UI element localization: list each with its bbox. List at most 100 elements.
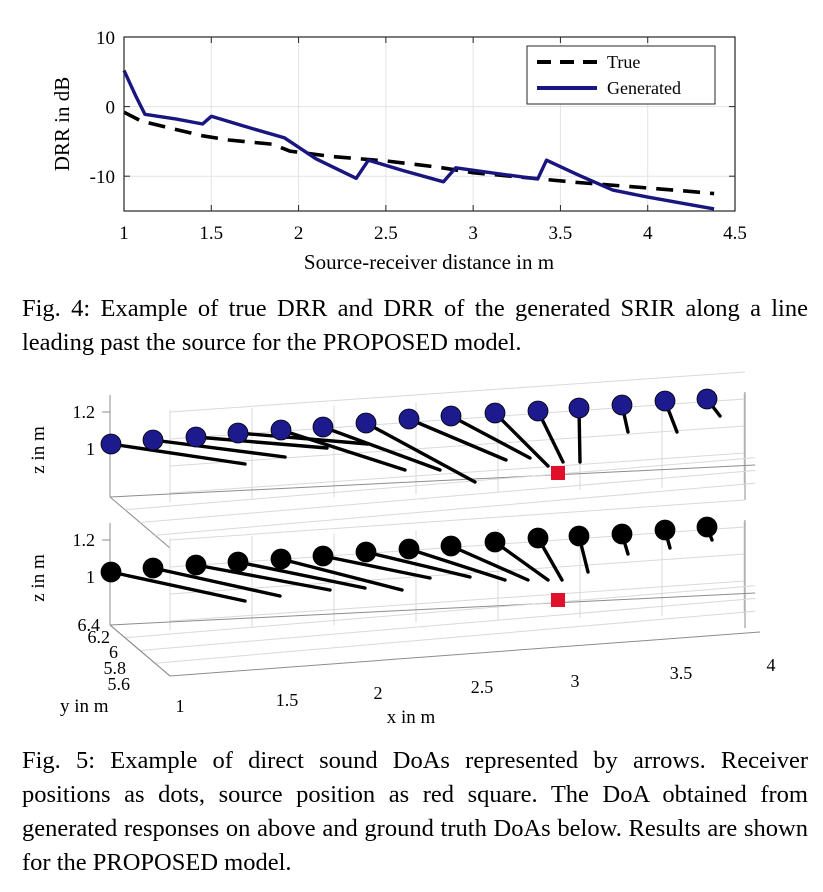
doa-arrow bbox=[407, 547, 507, 582]
doa-arrow bbox=[279, 557, 404, 592]
receiver-dot bbox=[440, 405, 462, 427]
y-tick-label: -10 bbox=[90, 167, 115, 188]
floor-gridline bbox=[139, 598, 756, 651]
y-tick-label: 5.8 bbox=[104, 658, 127, 678]
doa-tick-labels: 1.2 1 1.2 1 1 1.5 2 2.5 3 3.5 4 5.65.866.26.4 bbox=[73, 402, 776, 716]
figure-5-caption: Fig. 5: Example of direct sound DoAs rep… bbox=[22, 747, 808, 876]
doa-arrow bbox=[109, 442, 247, 466]
x-tick-label: 4 bbox=[767, 655, 776, 675]
drr-y-tick-labels: 10 0 -10 bbox=[90, 28, 115, 188]
doa-receiver-dots bbox=[100, 388, 718, 583]
receiver-dot bbox=[654, 390, 676, 412]
doa-arrow bbox=[151, 566, 282, 598]
doa-arrow bbox=[407, 417, 508, 462]
doa-arrow bbox=[279, 428, 407, 472]
receiver-dot bbox=[484, 531, 506, 553]
doa-arrow bbox=[449, 544, 530, 582]
receiver-dot bbox=[654, 519, 676, 541]
receiver-dot bbox=[142, 557, 164, 579]
y-axis-line bbox=[109, 624, 171, 677]
x-axis-label: x in m bbox=[387, 707, 436, 728]
drr-chart: 1 1.5 2 2.5 3 3.5 4 4.5 10 0 -10 Source-receiver … bbox=[50, 28, 747, 274]
receiver-dot bbox=[312, 416, 334, 438]
y-tick-label: 6.4 bbox=[78, 615, 101, 635]
receiver-dot bbox=[227, 422, 249, 444]
doa-arrow bbox=[236, 560, 367, 590]
series-line-generated bbox=[122, 69, 715, 211]
x-tick-label: 3.5 bbox=[549, 223, 573, 244]
x-axis-line bbox=[169, 631, 761, 677]
receiver-dot bbox=[527, 527, 549, 549]
floor-gridline bbox=[154, 610, 756, 664]
receiver-dot bbox=[440, 535, 462, 557]
x-tick-label: 3 bbox=[468, 223, 478, 244]
receiver-dot bbox=[100, 433, 122, 455]
y-axis-label: y in m bbox=[60, 696, 109, 717]
floor-gridline bbox=[124, 457, 756, 511]
receiver-dot bbox=[100, 561, 122, 583]
doa-arrow bbox=[321, 425, 442, 472]
receiver-dot bbox=[142, 429, 164, 451]
legend-entry-true: True bbox=[607, 52, 640, 72]
doa-arrow bbox=[449, 414, 532, 460]
y-tick-label: 0 bbox=[106, 98, 116, 119]
x-tick-label: 4 bbox=[643, 223, 653, 244]
drr-series-lines bbox=[122, 69, 715, 211]
z-tick-label: 1.2 bbox=[73, 402, 96, 422]
x-tick-label: 2.5 bbox=[374, 223, 398, 244]
z-axis-label-bottom: z in m bbox=[28, 554, 49, 602]
receiver-dot bbox=[568, 397, 590, 419]
doa-3d-figure: 1.2 1 1.2 1 1 1.5 2 2.5 3 3.5 4 5.65.866.26.4 z in … bbox=[28, 371, 776, 728]
drr-y-axis-label: DRR in dB bbox=[50, 77, 74, 172]
x-tick-label: 1 bbox=[119, 223, 129, 244]
drr-tick-marks bbox=[123, 36, 736, 211]
doa-arrow bbox=[364, 421, 477, 484]
doa-arrow bbox=[194, 563, 332, 592]
receiver-dot bbox=[611, 394, 633, 416]
receiver-dot bbox=[270, 548, 292, 570]
x-tick-label: 2 bbox=[374, 683, 383, 703]
legend-entry-generated: Generated bbox=[607, 78, 681, 98]
doa-source-markers bbox=[551, 466, 565, 607]
source-marker bbox=[551, 466, 565, 480]
x-tick-label: 4.5 bbox=[723, 223, 747, 244]
receiver-dot bbox=[355, 541, 377, 563]
front-edge bbox=[109, 592, 756, 626]
back-gridline bbox=[169, 580, 746, 622]
receiver-dot bbox=[312, 545, 334, 567]
back-gridline bbox=[169, 371, 746, 413]
back-gridline bbox=[169, 499, 746, 541]
x-tick-label: 1.5 bbox=[199, 223, 223, 244]
doa-arrow bbox=[493, 411, 550, 468]
receiver-dot bbox=[568, 525, 590, 547]
drr-legend-box bbox=[526, 45, 716, 105]
receiver-dot bbox=[398, 538, 420, 560]
floor-gridline bbox=[124, 585, 756, 639]
receiver-dot bbox=[355, 412, 377, 434]
front-edge bbox=[109, 464, 756, 498]
z-tick-label: 1.2 bbox=[73, 530, 96, 550]
y-tick-label: 6.2 bbox=[88, 627, 111, 647]
doa-arrow bbox=[321, 554, 432, 580]
z-tick-label: 1 bbox=[86, 439, 95, 459]
receiver-dot bbox=[270, 419, 292, 441]
x-tick-label: 2.5 bbox=[471, 677, 494, 697]
doa-arrow bbox=[109, 570, 247, 603]
drr-legend: True Generated bbox=[526, 45, 716, 105]
x-tick-label: 3.5 bbox=[670, 663, 693, 683]
doa-arrow bbox=[364, 550, 472, 579]
drr-x-axis-label: Source-receiver distance in m bbox=[304, 250, 554, 274]
source-marker bbox=[551, 593, 565, 607]
doa-arrow bbox=[194, 435, 329, 450]
figure-4-caption: Fig. 4: Example of true DRR and DRR of t… bbox=[22, 295, 808, 356]
y-tick-label: 10 bbox=[96, 28, 115, 49]
doa-arrow bbox=[493, 540, 550, 582]
y-tick-label: 6 bbox=[109, 642, 118, 662]
z-axis-label-top: z in m bbox=[28, 426, 49, 474]
x-tick-label: 1.5 bbox=[276, 690, 299, 710]
y-tick-label: 5.6 bbox=[108, 674, 131, 694]
drr-x-tick-labels: 1 1.5 2 2.5 3 3.5 4 4.5 bbox=[119, 223, 747, 244]
receiver-dot bbox=[484, 402, 506, 424]
x-tick-label: 3 bbox=[571, 671, 580, 691]
